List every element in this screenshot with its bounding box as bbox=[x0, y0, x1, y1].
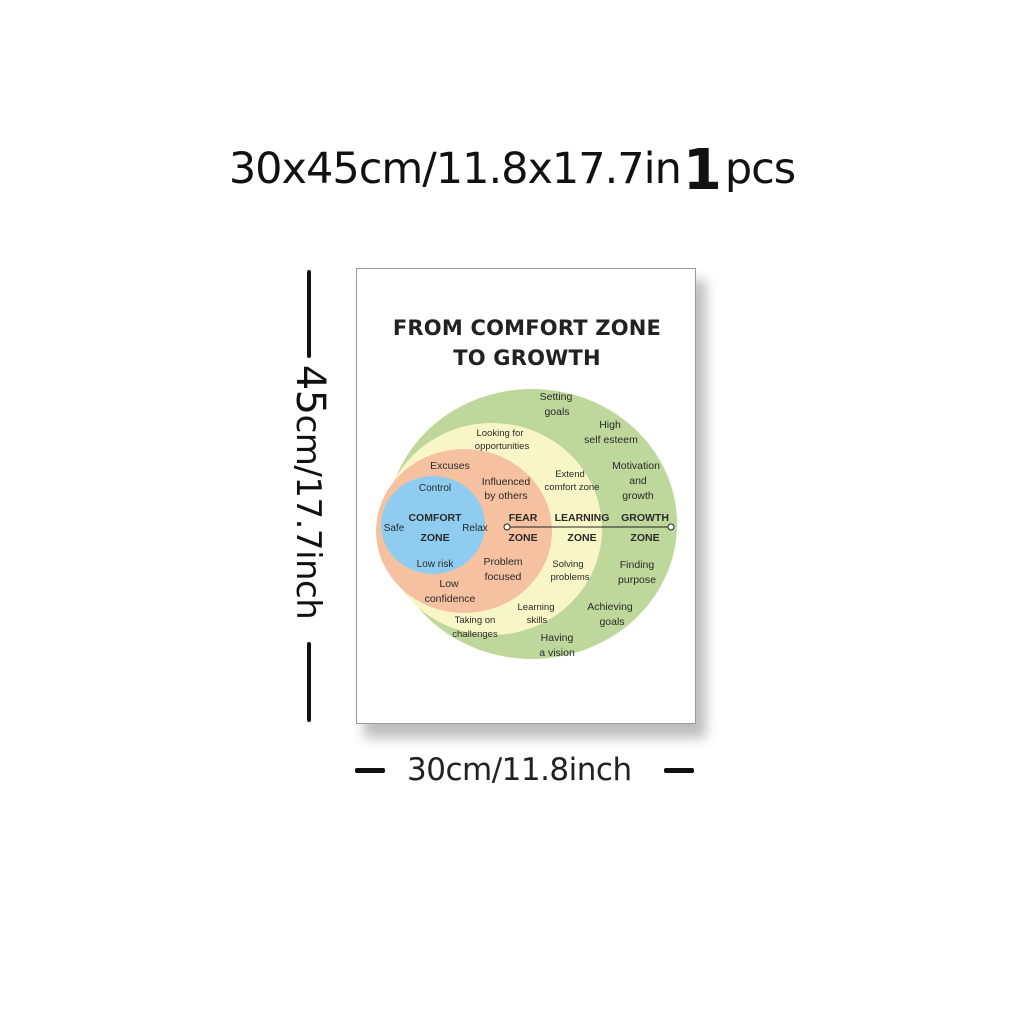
poster-title-line1: FROM COMFORT ZONE bbox=[392, 316, 662, 340]
fear-item-influenced: Influenced bbox=[482, 476, 531, 488]
learning-zone-label-2: ZONE bbox=[567, 532, 596, 544]
height-dimension-line-bottom bbox=[307, 642, 311, 722]
comfort-zone-circle bbox=[381, 476, 485, 574]
zone-line-end-dot bbox=[667, 523, 675, 531]
width-dimension-line-right bbox=[664, 768, 694, 773]
learning-item-challenges: challenges bbox=[452, 629, 498, 640]
poster-title: FROM COMFORT ZONE TO GROWTH bbox=[357, 313, 697, 373]
growth-zone-label-2: ZONE bbox=[630, 532, 659, 544]
height-dimension-line-top bbox=[307, 270, 311, 358]
growth-item-setting: Setting bbox=[540, 391, 573, 403]
comfort-zone-label-2: ZONE bbox=[420, 532, 449, 544]
growth-item-finding: Finding bbox=[620, 559, 655, 571]
width-dimension-label: 30cm/11.8inch bbox=[407, 752, 632, 788]
product-size-heading: 30x45cm/11.8x17.7in1pcs bbox=[0, 138, 1024, 203]
quantity-number: 1 bbox=[682, 138, 722, 203]
fear-item-excuses: Excuses bbox=[430, 460, 470, 472]
comfort-item-relax: Relax bbox=[462, 523, 488, 534]
learning-item-extend: Extend bbox=[555, 469, 585, 480]
comfort-zone-label-1: COMFORT bbox=[408, 512, 462, 524]
growth-item-achieving: Achieving bbox=[587, 601, 633, 613]
growth-item-achieving-goals: goals bbox=[599, 616, 624, 628]
zone-line-start-dot bbox=[503, 523, 511, 531]
fear-item-problem: Problem bbox=[483, 556, 522, 568]
learning-item-opportunities: opportunities bbox=[475, 441, 530, 452]
learning-item-solving: Solving bbox=[552, 559, 583, 570]
height-unit-text: cm/17.7inch bbox=[288, 414, 328, 620]
size-text: 30x45cm/11.8x17.7in bbox=[228, 144, 682, 194]
poster: FROM COMFORT ZONE TO GROWTH COMFORT ZONE… bbox=[356, 268, 696, 724]
fear-item-focused: focused bbox=[485, 571, 522, 583]
learning-item-looking-for: Looking for bbox=[476, 428, 523, 439]
growth-item-self-esteem: self esteem bbox=[584, 434, 638, 446]
learning-item-skills: skills bbox=[527, 615, 548, 626]
poster-title-line2: TO GROWTH bbox=[453, 346, 601, 370]
learning-item-comfort-zone: comfort zone bbox=[545, 482, 600, 493]
height-number: 45 bbox=[287, 364, 333, 415]
fear-zone-label-2: ZONE bbox=[508, 532, 537, 544]
growth-zone-label-1: GROWTH bbox=[621, 512, 669, 524]
growth-item-a-vision: a vision bbox=[539, 647, 575, 659]
growth-item-and: and bbox=[629, 475, 647, 487]
quantity-unit: pcs bbox=[724, 144, 796, 194]
height-dimension-label: 45cm/17.7inch bbox=[287, 365, 333, 620]
learning-item-taking-on: Taking on bbox=[455, 615, 496, 626]
learning-zone-label-1: LEARNING bbox=[555, 512, 610, 524]
learning-item-problems: problems bbox=[550, 572, 589, 583]
growth-item-motivation: Motivation bbox=[612, 460, 660, 472]
fear-item-low: Low bbox=[439, 578, 459, 590]
growth-item-purpose: purpose bbox=[618, 574, 656, 586]
fear-item-by-others: by others bbox=[484, 490, 527, 502]
growth-item-high: High bbox=[599, 419, 621, 431]
growth-item-having: Having bbox=[541, 632, 574, 644]
fear-item-confidence: confidence bbox=[425, 593, 476, 605]
growth-item-growth: growth bbox=[622, 490, 654, 502]
width-dimension-line-left bbox=[355, 768, 385, 773]
comfort-item-control: Control bbox=[419, 483, 451, 494]
fear-zone-label-1: FEAR bbox=[509, 512, 538, 524]
zones-diagram: COMFORT ZONE FEAR ZONE LEARNING ZONE GRO… bbox=[376, 389, 677, 659]
comfort-item-safe: Safe bbox=[384, 523, 405, 534]
growth-item-goals: goals bbox=[544, 406, 569, 418]
comfort-item-low-risk: Low risk bbox=[417, 559, 455, 570]
learning-item-learning: Learning bbox=[518, 602, 555, 613]
